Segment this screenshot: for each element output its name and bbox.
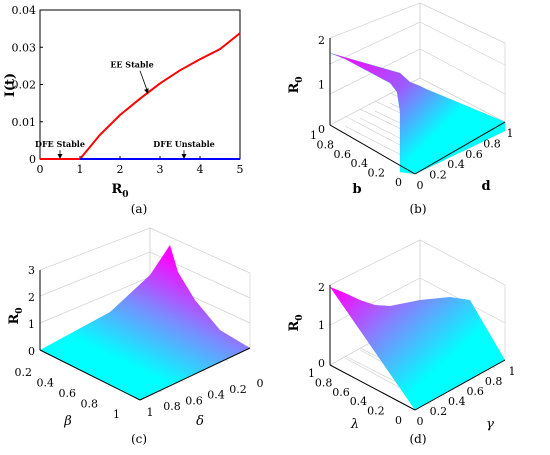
x-tick-label: 0.4 bbox=[448, 395, 466, 408]
y-tick-label: 0 bbox=[395, 176, 402, 189]
axes bbox=[329, 38, 506, 175]
y-tick-label: 0.4 bbox=[350, 395, 368, 408]
panel-label-a: (a) bbox=[131, 202, 148, 216]
x-axis-label: β bbox=[63, 414, 72, 429]
annotation-arrowhead bbox=[144, 88, 149, 94]
z-axis-label: R0 bbox=[287, 314, 305, 331]
y-tick-label: 0.8 bbox=[315, 376, 333, 389]
x-tick-label: 0.6 bbox=[465, 148, 483, 161]
y-axis-label: λ bbox=[350, 417, 359, 432]
x-axis-label: γ bbox=[486, 417, 494, 432]
y-tick-label: 0.04 bbox=[12, 4, 37, 17]
x-tick-label: 0.2 bbox=[430, 405, 448, 418]
y-tick-label: 0.03 bbox=[12, 41, 37, 54]
annotation-label: DFE Unstable bbox=[153, 139, 214, 149]
series-line-2 bbox=[79, 32, 241, 160]
z-tick-label: 3 bbox=[28, 264, 35, 277]
surface bbox=[330, 53, 505, 174]
axes bbox=[39, 270, 251, 401]
z-tick-label: 0 bbox=[318, 123, 325, 136]
x-tick-label: 1 bbox=[77, 163, 84, 176]
y-tick-label: 1 bbox=[308, 367, 315, 380]
plot-frame bbox=[39, 9, 241, 160]
x-tick-label: 0 bbox=[417, 179, 424, 192]
x-tick-label: 1 bbox=[113, 408, 120, 421]
annotation-label: EE Stable bbox=[110, 60, 153, 70]
z-tick-label: 0 bbox=[28, 345, 35, 358]
y-tick-label: 0 bbox=[395, 414, 402, 427]
x-tick-label: 0.4 bbox=[447, 158, 465, 171]
y-axis-label: δ bbox=[196, 414, 204, 429]
axes bbox=[329, 285, 506, 411]
y-tick-label: 0.8 bbox=[163, 400, 181, 413]
surface bbox=[40, 245, 250, 400]
x-tick-label: 2 bbox=[117, 163, 124, 176]
x-tick-label: 0.6 bbox=[59, 387, 77, 400]
z-tick-label: 1 bbox=[28, 318, 35, 331]
panel-label-c: (c) bbox=[131, 432, 147, 446]
x-tick-label: 0.8 bbox=[485, 375, 503, 388]
z-tick-label: 1 bbox=[318, 319, 325, 332]
z-tick-label: 2 bbox=[318, 281, 325, 294]
panel-d: 012 00.20.40.60.81 00.20.40.60.81 R0 λ γ… bbox=[287, 239, 516, 446]
x-axis-label: R0 bbox=[111, 182, 128, 200]
y-tick-label: 0.02 bbox=[12, 79, 37, 92]
z-tick-label: 0 bbox=[318, 357, 325, 370]
y-tick-label: 0.2 bbox=[368, 167, 386, 180]
x-tick-label: 0.8 bbox=[483, 137, 501, 150]
x-tick-label: 3 bbox=[157, 163, 164, 176]
x-tick-label: 1 bbox=[509, 365, 516, 378]
y-axis-label: I(t) bbox=[3, 73, 18, 97]
y-tick-label: 0.2 bbox=[367, 405, 385, 418]
x-tick-label: 4 bbox=[197, 163, 204, 176]
y-axis-label: b bbox=[352, 182, 361, 197]
y-tick-label: 1 bbox=[147, 406, 154, 419]
z-axis-label: R0 bbox=[7, 307, 25, 324]
y-tick-label: 0 bbox=[29, 153, 36, 166]
panel-label-d: (d) bbox=[409, 432, 426, 446]
x-tick-label: 5 bbox=[237, 163, 244, 176]
panel-a: 0 1 2 3 4 5 0 0.01 0.02 0.03 0.04 DFE Stable EE St… bbox=[3, 4, 244, 216]
x-tick-label: 0.4 bbox=[37, 377, 55, 390]
y-tick-label: 0.01 bbox=[12, 116, 37, 129]
y-tick-label: 0.6 bbox=[185, 394, 203, 407]
surface bbox=[330, 287, 505, 410]
panel-c: 0 1 2 3 0 0.2 0.4 0.6 0.8 1 0.2 0.4 0.6 0.8 1 R0 β δ… bbox=[7, 227, 264, 446]
y-tick-label: 0.8 bbox=[317, 138, 335, 151]
x-tick-label: 1 bbox=[507, 127, 514, 140]
x-tick-label: 0.2 bbox=[429, 169, 447, 182]
panel-b: 012 00.20.40.60.81 00.20.40.60.81 R0 b d… bbox=[287, 2, 514, 216]
z-tick-label: 2 bbox=[318, 34, 325, 47]
y-tick-label: 0.4 bbox=[207, 389, 225, 402]
z-axis-label: R0 bbox=[287, 76, 305, 93]
annotation-arrowhead bbox=[181, 154, 187, 159]
x-tick-label: 0.2 bbox=[15, 366, 33, 379]
y-tick-label: 1 bbox=[310, 129, 317, 142]
annotation-label: DFE Stable bbox=[35, 139, 85, 149]
y-tick-label: 0.4 bbox=[351, 157, 369, 170]
z-tick-label: 2 bbox=[28, 291, 35, 304]
y-tick-label: 0 bbox=[257, 377, 264, 390]
x-tick-label: 0.8 bbox=[81, 398, 99, 411]
y-tick-label: 0.6 bbox=[332, 386, 350, 399]
x-tick-label: 0.6 bbox=[466, 385, 484, 398]
x-axis-label: d bbox=[481, 179, 490, 194]
x-tick-label: 0 bbox=[37, 163, 44, 176]
x-tick-label: 0 bbox=[417, 415, 424, 428]
panel-label-b: (b) bbox=[409, 202, 426, 216]
y-tick-label: 0.2 bbox=[229, 383, 247, 396]
z-tick-label: 1 bbox=[318, 79, 325, 92]
y-tick-label: 0.6 bbox=[334, 148, 352, 161]
annotation-arrowhead bbox=[57, 154, 63, 159]
